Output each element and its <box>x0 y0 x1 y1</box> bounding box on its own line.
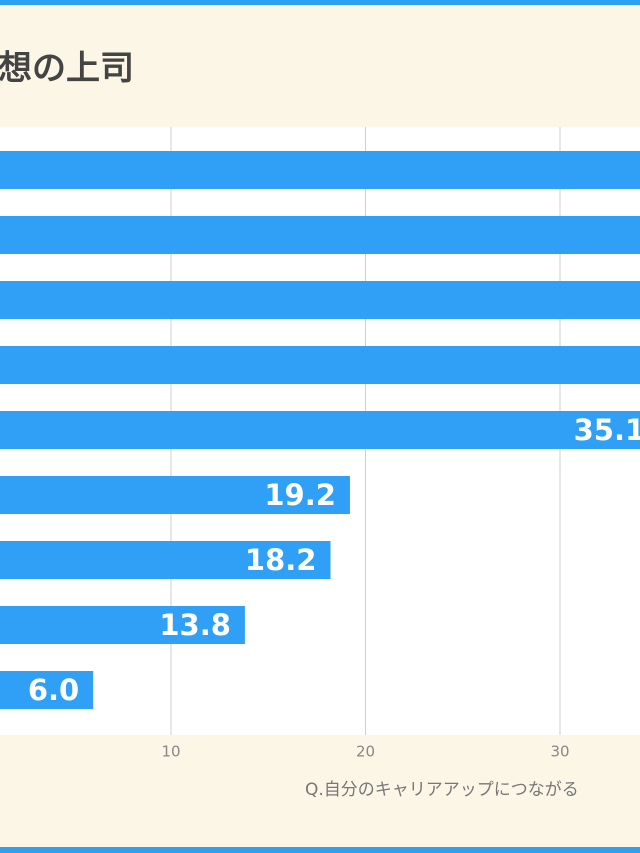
bar <box>0 411 640 449</box>
value-label: 13.8 <box>159 608 231 642</box>
bar <box>0 281 640 319</box>
bar <box>0 476 350 514</box>
value-label: 35.1 <box>574 413 640 447</box>
bar <box>0 541 331 579</box>
value-label: 18.2 <box>245 543 317 577</box>
bar <box>0 216 640 254</box>
value-label: 19.2 <box>264 478 336 512</box>
bar <box>0 151 640 189</box>
top-border <box>0 0 640 5</box>
bar <box>0 606 245 644</box>
bar <box>0 346 640 384</box>
chart-title: 想の上司 <box>0 49 134 89</box>
x-tick-label: 10 <box>161 743 180 761</box>
x-tick-label: 30 <box>550 743 569 761</box>
bottom-border <box>0 847 640 853</box>
value-label: 6.0 <box>28 673 79 707</box>
bar <box>0 671 94 709</box>
footnote: Q.自分のキャリアアップにつながる <box>305 780 579 800</box>
x-tick-label: 20 <box>356 743 375 761</box>
